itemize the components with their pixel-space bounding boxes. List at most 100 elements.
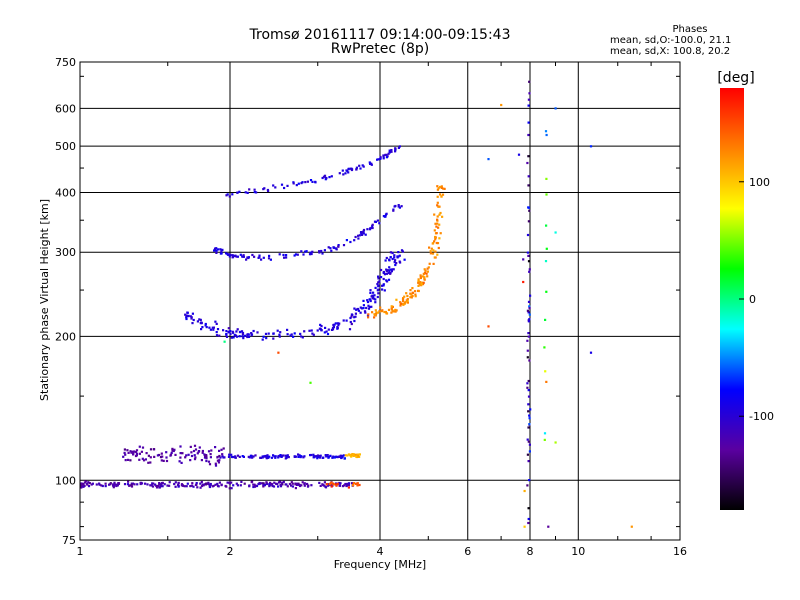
echo-point xyxy=(309,454,312,457)
echo-point xyxy=(370,163,373,166)
echo-point xyxy=(236,328,239,331)
echo-point xyxy=(168,484,171,487)
echo-point xyxy=(155,484,158,487)
echo-point xyxy=(252,329,255,333)
echo-point xyxy=(429,250,432,253)
echo-point xyxy=(195,482,198,485)
echo-point xyxy=(104,485,107,488)
echo-point xyxy=(272,454,275,457)
echo-point xyxy=(185,485,188,488)
echo-point xyxy=(431,252,435,255)
echo-point xyxy=(385,279,388,282)
echo-point xyxy=(385,272,388,275)
echo-point xyxy=(179,445,182,448)
echo-point xyxy=(189,445,192,448)
echo-point xyxy=(138,458,141,461)
echo-point xyxy=(321,483,324,486)
echo-point xyxy=(231,256,234,259)
echo-point xyxy=(439,211,442,215)
echo-point xyxy=(428,246,431,249)
echo-point xyxy=(410,296,413,299)
echo-point xyxy=(299,332,302,335)
echo-point xyxy=(300,484,303,487)
echo-point xyxy=(134,454,138,458)
echo-point xyxy=(382,270,386,274)
echo-point xyxy=(391,257,394,261)
echo-point xyxy=(267,332,270,335)
echo-point xyxy=(422,275,425,278)
echo-point xyxy=(264,332,268,335)
echo-point xyxy=(279,454,282,457)
echo-point xyxy=(234,456,237,459)
echo-point xyxy=(422,281,425,284)
echo-point xyxy=(295,184,298,187)
echo-point xyxy=(288,482,291,486)
echo-point xyxy=(324,486,328,489)
echo-point xyxy=(385,156,388,159)
echo-point xyxy=(161,455,164,458)
echo-point xyxy=(528,307,531,310)
echo-point xyxy=(270,456,273,459)
echo-point xyxy=(374,301,377,304)
echo-point xyxy=(282,480,285,483)
echo-point xyxy=(300,335,303,338)
echo-point xyxy=(423,268,426,271)
echo-point xyxy=(356,308,359,311)
echo-point xyxy=(311,180,314,183)
echo-point xyxy=(218,459,221,462)
echo-point xyxy=(405,292,408,295)
echo-point xyxy=(141,446,145,449)
echo-point xyxy=(526,386,529,389)
echo-point xyxy=(358,234,361,237)
echo-point xyxy=(380,268,383,272)
echo-point xyxy=(247,455,250,458)
echo-point xyxy=(269,481,272,484)
echo-point xyxy=(529,294,532,297)
echo-point xyxy=(361,164,364,167)
echo-point xyxy=(527,133,530,137)
echo-point xyxy=(589,145,593,148)
echo-point xyxy=(383,289,386,292)
echo-point xyxy=(330,485,333,488)
echo-point xyxy=(417,284,420,287)
echo-point xyxy=(358,483,361,487)
echo-point xyxy=(79,485,82,488)
echo-point xyxy=(180,484,183,487)
echo-point xyxy=(158,483,161,486)
echo-point xyxy=(217,485,220,488)
echo-point xyxy=(171,449,174,452)
echo-point xyxy=(367,313,370,316)
echo-point xyxy=(135,449,139,452)
echo-point xyxy=(308,329,311,332)
echo-point xyxy=(399,302,402,305)
echo-point xyxy=(222,447,225,450)
echo-point xyxy=(265,457,268,460)
echo-point xyxy=(95,483,98,486)
echo-point xyxy=(334,247,337,250)
echo-point xyxy=(346,454,349,457)
echo-point xyxy=(527,440,530,443)
echo-point xyxy=(247,256,250,259)
echo-point xyxy=(149,461,152,464)
echo-point xyxy=(123,448,126,451)
echo-point xyxy=(332,246,336,249)
echo-point xyxy=(317,456,320,459)
echo-point xyxy=(433,229,436,232)
echo-point xyxy=(344,482,347,486)
echo-point xyxy=(374,309,377,312)
echo-point xyxy=(202,484,205,487)
echo-point xyxy=(267,257,271,260)
echo-point xyxy=(401,298,405,301)
echo-point xyxy=(325,483,328,486)
echo-point xyxy=(215,322,218,325)
echo-point xyxy=(375,312,378,315)
echo-point xyxy=(343,484,346,487)
echo-point xyxy=(242,455,245,458)
echo-point xyxy=(160,482,164,485)
echo-point xyxy=(189,315,192,318)
echo-point xyxy=(347,168,350,171)
echo-point xyxy=(346,483,349,486)
echo-point xyxy=(294,253,298,256)
echo-point xyxy=(527,410,530,413)
echo-point xyxy=(349,454,352,457)
